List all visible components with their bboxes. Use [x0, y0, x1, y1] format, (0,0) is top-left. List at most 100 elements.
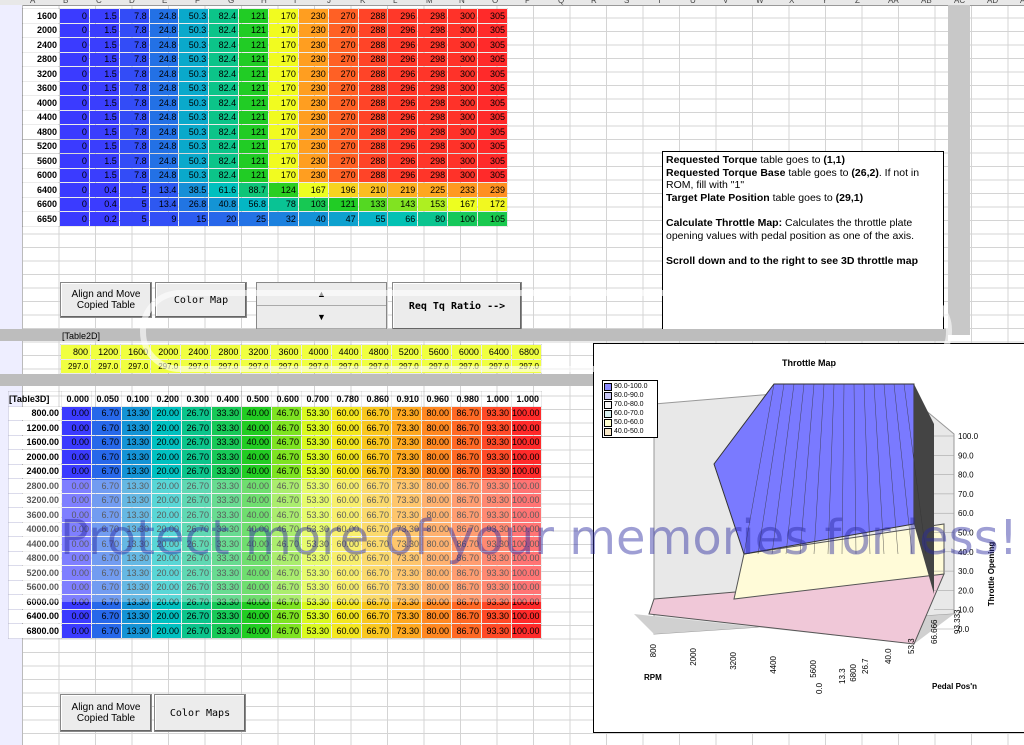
throttle-cell[interactable]: 73.30	[391, 478, 422, 494]
throttle-cell[interactable]: 33.30	[211, 536, 242, 552]
torque-cell[interactable]: 80	[417, 211, 449, 227]
torque-cell[interactable]: 0	[59, 66, 90, 82]
torque-cell[interactable]: 300	[447, 51, 479, 67]
torque-cell[interactable]: 40	[297, 211, 329, 227]
torque-cell[interactable]: 82.4	[208, 109, 240, 125]
torque-cell[interactable]: 288	[357, 8, 389, 24]
throttle-cell[interactable]: 6.70	[91, 507, 122, 523]
throttle-cell[interactable]: 0.00	[61, 536, 92, 552]
torque-cell[interactable]: 270	[327, 95, 359, 111]
table2d-value-cell[interactable]: 297.0	[510, 358, 543, 374]
throttle-cell[interactable]: 6.70	[91, 405, 122, 421]
throttle-cell[interactable]: 100.00	[511, 420, 542, 436]
torque-cell[interactable]: 1.5	[88, 153, 120, 169]
torque-cell[interactable]: 298	[417, 8, 449, 24]
torque-cell[interactable]: 298	[417, 66, 449, 82]
throttle-cell[interactable]: 100.00	[511, 463, 542, 479]
spin-up-arrow-icon[interactable]: ▲	[257, 283, 386, 306]
table2d-value-cell[interactable]: 297.0	[120, 358, 152, 374]
torque-cell[interactable]: 288	[357, 124, 389, 140]
throttle-cell[interactable]: 86.70	[451, 550, 482, 566]
throttle-cell[interactable]: 93.30	[481, 449, 512, 465]
torque-cell[interactable]: 24.8	[148, 95, 180, 111]
table3d-header-cell[interactable]: 0.600	[271, 391, 302, 407]
throttle-cell[interactable]: 46.70	[271, 550, 302, 566]
torque-cell[interactable]: 298	[417, 51, 449, 67]
throttle-cell[interactable]: 33.30	[211, 478, 242, 494]
rpm-cell[interactable]: 4800.00	[8, 550, 62, 566]
throttle-cell[interactable]: 66.70	[361, 405, 392, 421]
throttle-cell[interactable]: 40.00	[241, 478, 272, 494]
torque-cell[interactable]: 300	[447, 22, 479, 38]
throttle-cell[interactable]: 46.70	[271, 536, 302, 552]
throttle-cell[interactable]: 86.70	[451, 507, 482, 523]
throttle-cell[interactable]: 13.30	[121, 565, 152, 581]
torque-cell[interactable]: 230	[297, 138, 329, 154]
throttle-cell[interactable]: 20.00	[151, 405, 182, 421]
torque-cell[interactable]: 296	[387, 95, 419, 111]
throttle-cell[interactable]: 26.70	[181, 507, 212, 523]
throttle-cell[interactable]: 6.70	[91, 463, 122, 479]
torque-cell[interactable]: 143	[387, 196, 419, 212]
throttle-cell[interactable]: 13.30	[121, 623, 152, 639]
torque-cell[interactable]: 82.4	[208, 95, 240, 111]
throttle-cell[interactable]: 33.30	[211, 608, 242, 624]
throttle-cell[interactable]: 73.30	[391, 507, 422, 523]
throttle-cell[interactable]: 46.70	[271, 492, 302, 508]
torque-cell[interactable]: 1.5	[88, 138, 120, 154]
torque-cell[interactable]: 296	[387, 109, 419, 125]
column-letter[interactable]: AE	[1020, 0, 1024, 5]
torque-cell[interactable]: 288	[357, 80, 389, 96]
throttle-cell[interactable]: 80.00	[421, 565, 452, 581]
torque-cell[interactable]: 270	[327, 80, 359, 96]
table2d-header-cell[interactable]: 5200	[390, 344, 422, 360]
torque-cell[interactable]: 0	[59, 8, 90, 24]
throttle-cell[interactable]: 60.00	[331, 594, 362, 610]
throttle-cell[interactable]: 0.00	[61, 608, 92, 624]
throttle-cell[interactable]: 73.30	[391, 449, 422, 465]
throttle-cell[interactable]: 46.70	[271, 565, 302, 581]
torque-cell[interactable]: 7.8	[118, 66, 150, 82]
column-letter[interactable]: AD	[987, 0, 999, 5]
throttle-cell[interactable]: 33.30	[211, 449, 242, 465]
column-letter[interactable]: M	[426, 0, 433, 5]
torque-cell[interactable]: 305	[477, 109, 508, 125]
torque-cell[interactable]: 24.8	[148, 153, 180, 169]
throttle-cell[interactable]: 13.30	[121, 608, 152, 624]
torque-cell[interactable]: 55	[357, 211, 389, 227]
torque-cell[interactable]: 13.4	[148, 196, 180, 212]
torque-cell[interactable]: 270	[327, 167, 359, 183]
throttle-cell[interactable]: 13.30	[121, 449, 152, 465]
torque-cell[interactable]: 230	[297, 167, 329, 183]
throttle-cell[interactable]: 73.30	[391, 405, 422, 421]
throttle-cell[interactable]: 26.70	[181, 594, 212, 610]
torque-cell[interactable]: 7.8	[118, 95, 150, 111]
throttle-cell[interactable]: 60.00	[331, 507, 362, 523]
throttle-cell[interactable]: 26.70	[181, 579, 212, 595]
torque-cell[interactable]: 1.5	[88, 80, 120, 96]
throttle-cell[interactable]: 46.70	[271, 594, 302, 610]
throttle-cell[interactable]: 53.30	[301, 449, 332, 465]
throttle-cell[interactable]: 40.00	[241, 550, 272, 566]
torque-cell[interactable]: 7.8	[118, 22, 150, 38]
throttle-cell[interactable]: 80.00	[421, 623, 452, 639]
throttle-cell[interactable]: 46.70	[271, 579, 302, 595]
throttle-cell[interactable]: 60.00	[331, 579, 362, 595]
torque-cell[interactable]: 50.3	[178, 138, 210, 154]
torque-cell[interactable]: 305	[477, 66, 508, 82]
torque-cell[interactable]: 288	[357, 51, 389, 67]
req-tq-ratio-button[interactable]: Req Tq Ratio -->	[392, 282, 522, 330]
spin-down-arrow-icon[interactable]: ▼	[257, 306, 386, 329]
torque-cell[interactable]: 1.5	[88, 95, 120, 111]
torque-cell[interactable]: 7.8	[118, 8, 150, 24]
torque-cell[interactable]: 296	[387, 37, 419, 53]
throttle-cell[interactable]: 86.70	[451, 492, 482, 508]
throttle-cell[interactable]: 0.00	[61, 405, 92, 421]
torque-cell[interactable]: 0	[59, 167, 90, 183]
table3d-header-cell[interactable]: 0.860	[361, 391, 392, 407]
torque-cell[interactable]: 1.5	[88, 37, 120, 53]
column-letter[interactable]: O	[492, 0, 499, 5]
torque-cell[interactable]: 233	[447, 182, 479, 198]
torque-cell[interactable]: 24.8	[148, 167, 180, 183]
throttle-cell[interactable]: 33.30	[211, 521, 242, 537]
